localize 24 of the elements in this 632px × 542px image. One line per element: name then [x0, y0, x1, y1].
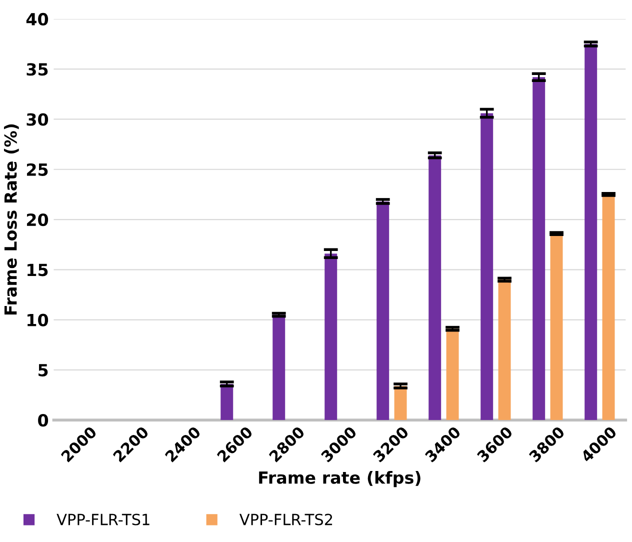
legend-label: VPP-FLR-TS2	[239, 514, 332, 526]
bar	[428, 155, 442, 420]
bar	[446, 328, 459, 420]
y-tick-label: 35	[26, 63, 48, 76]
x-axis-title: Frame rate (kfps)	[259, 470, 420, 488]
y-tick-label: 25	[26, 163, 48, 176]
bar	[376, 201, 390, 420]
y-tick-label: 20	[26, 213, 48, 226]
y-tick-label: 10	[28, 314, 48, 326]
bar	[498, 280, 511, 420]
legend-label: VPP-FLR-TS1	[56, 514, 150, 526]
y-axis-title: Frame Loss Rate (%)	[4, 124, 19, 315]
bar	[480, 113, 494, 420]
bar	[532, 77, 546, 420]
bar	[584, 44, 598, 420]
bar	[220, 384, 234, 420]
y-tick-label: 5	[38, 364, 48, 376]
bar	[394, 386, 407, 420]
y-tick-label: 30	[26, 113, 48, 126]
y-tick-label: 0	[38, 414, 48, 427]
bar	[272, 314, 286, 420]
bar	[324, 254, 338, 420]
y-tick-label: 15	[28, 264, 48, 276]
y-tick-label: 40	[26, 12, 48, 26]
